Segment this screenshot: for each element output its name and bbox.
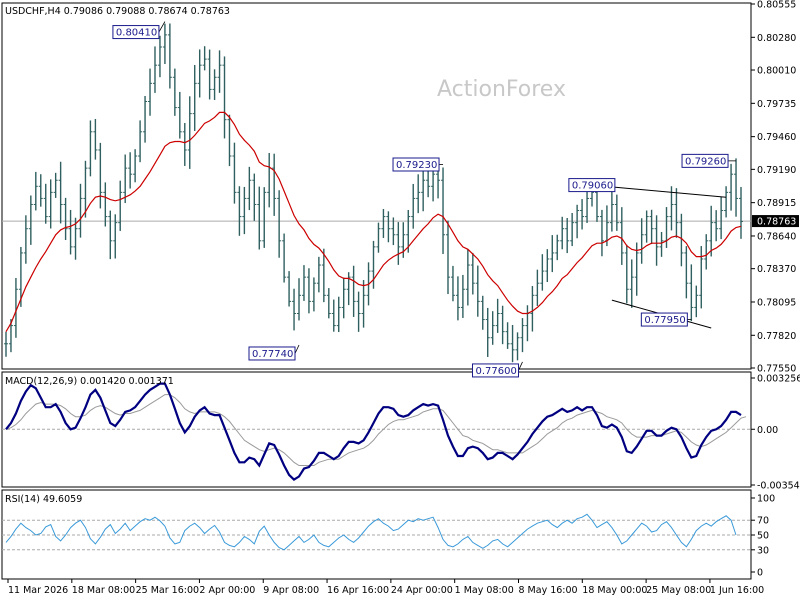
price-y-tick-label: 0.77820 [757,331,796,342]
price-y-tick-label: 0.80280 [757,33,796,44]
annotation-label: 0.77950 [644,315,685,326]
macd-signal-line [5,394,747,466]
price-y-tick-label: 0.79190 [757,165,796,176]
x-tick-label: 2 Apr 00:00 [199,585,255,596]
rsi-y-tick-label: 70 [757,516,769,527]
price-y-tick-label: 0.77550 [757,364,796,375]
macd-header: MACD(12,26,9) 0.001420 0.001371 [5,376,174,387]
x-tick-label: 25 May 08:00 [646,585,711,596]
price-header: USDCHF,H4 0.79086 0.79088 0.78674 0.7876… [5,6,230,17]
x-tick-label: 25 Mar 16:00 [136,585,199,596]
rsi-header: RSI(14) 49.6059 [5,494,82,505]
x-tick-label: 18 May 00:00 [582,585,647,596]
annotation-box [392,157,440,172]
macd-y-tick-label: 0.003256 [757,374,800,385]
price-y-tick-label: 0.80555 [757,0,796,11]
rsi-y-tick-label: 50 [757,531,769,542]
current-price-box [752,215,799,228]
x-tick-label: 1 Jun 16:00 [710,585,764,596]
rsi-y-tick-label: 0 [757,568,763,579]
price-y-tick-label: 0.79460 [757,132,796,143]
annotation-box [112,25,160,40]
annotation-label: 0.77740 [252,349,293,360]
annotation-label: 0.79060 [572,181,613,192]
annotation-box [640,312,688,327]
price-panel-frame [1,2,752,370]
price-y-tick-label: 0.79735 [757,99,796,110]
price-y-tick-label: 0.78640 [757,231,796,242]
x-tick-label: 16 Apr 16:00 [327,585,389,596]
macd-line [5,382,742,481]
x-tick-label: 1 May 08:00 [455,585,514,596]
annotation-box [248,346,296,361]
annotation-label: 0.80410 [116,28,157,39]
annotation-leader [294,344,300,354]
macd-y-tick-label: 0.00 [757,425,778,436]
x-tick-label: 9 Apr 08:00 [263,585,319,596]
annotation-box [471,363,519,378]
rsi-y-tick-label: 30 [757,545,769,556]
annotation-label: 0.79260 [685,156,726,167]
x-tick-label: 8 May 16:00 [518,585,577,596]
price-y-tick-label: 0.80010 [757,66,796,77]
macd-y-tick-label: -0.00354 [757,481,800,492]
annotation-label: 0.79230 [396,160,437,171]
price-y-tick-label: 0.78915 [757,198,796,209]
annotation-label: 0.77600 [475,366,516,377]
x-tick-label: 18 Mar 08:00 [72,585,135,596]
current-price-label: 0.78763 [757,217,796,228]
rsi-y-tick-label: 100 [757,494,775,505]
moving-average-line [5,111,742,333]
price-y-tick-label: 0.78370 [757,264,796,275]
annotation-box [568,178,616,193]
x-tick-label: 11 Mar 2026 [8,585,68,596]
watermark: ActionForex [437,77,566,102]
annotation-leader [158,21,166,33]
annotation-leader [518,361,523,371]
annotation-box [681,153,729,168]
rsi-line [5,513,737,551]
x-tick-label: 24 Apr 00:00 [391,585,453,596]
price-y-tick-label: 0.78095 [757,297,796,308]
